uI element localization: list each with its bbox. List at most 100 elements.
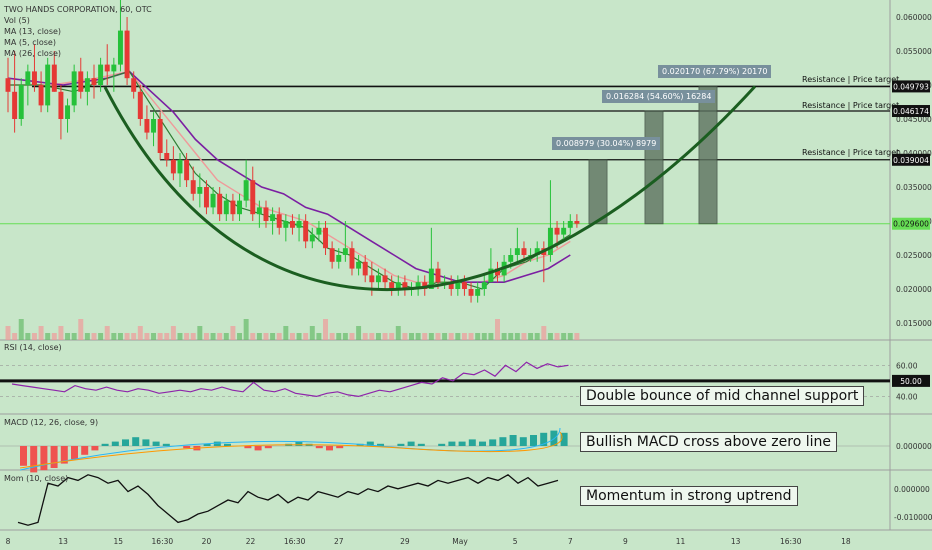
macd-histogram-bar: [183, 446, 191, 449]
ma-5-line: [8, 70, 571, 290]
time-tick-label: 8: [6, 537, 11, 546]
macd-histogram-bar: [30, 446, 38, 473]
volume-bar: [488, 333, 494, 340]
level-price-box-text: 0.049793: [893, 82, 929, 91]
volume-bar: [276, 333, 282, 340]
rsi-50-box: [892, 374, 930, 387]
time-tick-label: 5: [513, 537, 518, 546]
volume-bar: [402, 333, 408, 340]
volume-bar: [561, 333, 567, 340]
candle-body: [362, 261, 368, 276]
candle-body: [336, 255, 342, 262]
candle-body: [263, 207, 269, 221]
volume-bar: [137, 326, 143, 340]
candle-body: [164, 153, 170, 160]
price-tick-label: 0.045000: [896, 115, 932, 124]
candle-body: [283, 221, 289, 228]
time-tick-label: 16:30: [152, 537, 174, 546]
time-tick-label: 13: [58, 537, 68, 546]
macd-histogram-bar: [132, 437, 140, 446]
candle-body: [71, 71, 77, 106]
price-tick-label: 0.035000: [896, 183, 932, 192]
macd-histogram-bar: [458, 441, 466, 446]
volume-bar: [71, 333, 77, 340]
volume-bar: [547, 333, 553, 340]
time-tick-label: 16:30: [284, 537, 306, 546]
volume-bar: [217, 333, 223, 340]
candle-body: [124, 30, 130, 79]
candle-body: [104, 64, 110, 72]
macd-histogram-bar: [295, 441, 303, 446]
candle-body: [303, 221, 309, 242]
volume-bar: [455, 333, 461, 340]
macd-histogram-bar: [519, 437, 527, 446]
candle-body: [448, 282, 454, 289]
level-label-3: Resistance | Price target: [802, 148, 900, 157]
macd-histogram-bar: [264, 446, 272, 449]
volume-bar: [117, 333, 123, 340]
price-tick-label: 0.055000: [896, 47, 932, 56]
candle-body: [117, 30, 123, 65]
volume-bar: [98, 333, 104, 340]
candle-body: [18, 85, 24, 119]
mom-tick-label: 0.000000: [894, 485, 930, 494]
candle-body: [461, 282, 467, 289]
volume-bar: [323, 319, 329, 340]
candle-body: [574, 221, 580, 224]
price-tick-label: 0.020000: [896, 285, 932, 294]
volume-bar: [369, 333, 375, 340]
macd-histogram-bar: [407, 441, 415, 446]
macd-histogram-bar: [101, 443, 109, 446]
macd-histogram-bar: [60, 446, 68, 464]
time-tick-label: 20: [202, 537, 212, 546]
macd-histogram-bar: [397, 443, 405, 446]
macd-histogram-bar: [326, 446, 333, 451]
volume-bar: [283, 326, 289, 340]
volume-bar: [25, 333, 31, 340]
candle-body: [78, 71, 84, 92]
volume-bar: [309, 326, 315, 340]
volume-bar: [541, 326, 547, 340]
volume-bar: [270, 333, 276, 340]
volume-bar: [495, 319, 500, 340]
macd-histogram-bar: [509, 435, 517, 446]
candle-body: [481, 282, 487, 289]
candle-body: [495, 268, 500, 276]
volume-bar: [12, 333, 18, 340]
ma-26-line: [7, 70, 571, 283]
candle-body: [91, 78, 97, 85]
candle-body: [84, 78, 90, 92]
candle-body: [468, 289, 474, 296]
macd-line: [19, 427, 561, 471]
time-tick-label: 13: [731, 537, 741, 546]
macd-histogram-bar: [91, 446, 99, 451]
macd-annotation: Bullish MACD cross above zero line: [580, 432, 837, 452]
volume-bar: [534, 333, 540, 340]
candle-body: [230, 200, 236, 215]
volume-bar: [389, 333, 395, 340]
legend-ma-13: MA (13, close): [4, 27, 62, 36]
chart-title: TWO HANDS CORPORATION, 60, OTC: [4, 5, 152, 14]
volume-bar: [428, 333, 434, 340]
candle-body: [369, 275, 375, 283]
volume-bar: [475, 333, 481, 340]
volume-bar: [362, 333, 368, 340]
volume-bar: [574, 333, 580, 340]
candle-body: [51, 64, 57, 92]
macd-histogram-bar: [203, 443, 211, 446]
volume-bar: [131, 333, 137, 340]
candle-body: [243, 180, 249, 201]
main-legend: TWO HANDS CORPORATION, 60, OTC Vol (5) M…: [4, 4, 152, 59]
candle-body: [514, 248, 520, 255]
time-tick-label: May: [452, 537, 468, 546]
candle-body: [521, 248, 527, 255]
candle-body: [177, 159, 183, 174]
macd-histogram-bar: [560, 432, 568, 446]
volume-bar: [18, 319, 24, 340]
macd-histogram-bar: [81, 446, 89, 455]
volume-bar: [336, 333, 342, 340]
candle-body: [349, 248, 355, 269]
target-label-3: 0.020170 (67.79%) 20170: [658, 65, 772, 78]
